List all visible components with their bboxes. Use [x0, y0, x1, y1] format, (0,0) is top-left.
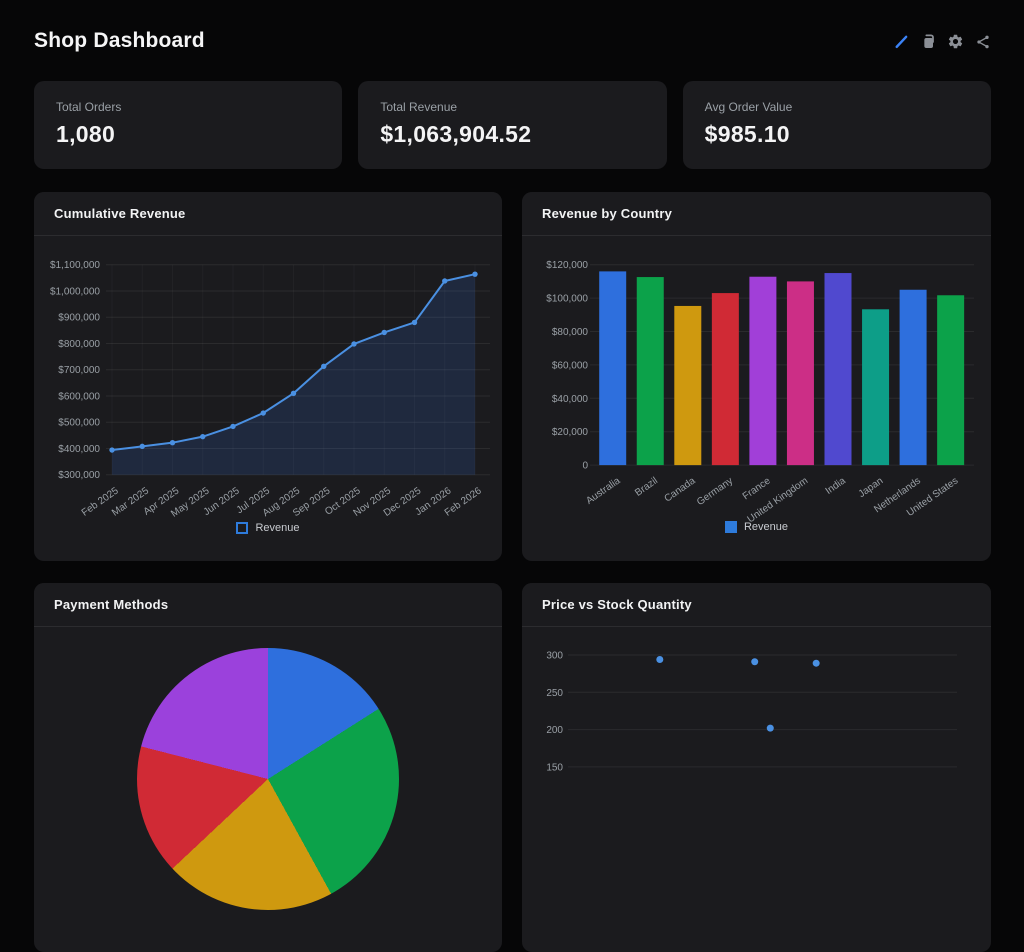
page-title: Shop Dashboard — [34, 29, 205, 52]
svg-text:$1,000,000: $1,000,000 — [50, 286, 100, 297]
legend-swatch-filled — [724, 521, 737, 533]
stat-card-total-revenue: Total Revenue $1,063,904.52 — [358, 81, 667, 169]
svg-text:Germany: Germany — [695, 475, 735, 508]
svg-text:$600,000: $600,000 — [58, 391, 100, 402]
stat-value: 1,080 — [56, 121, 116, 147]
header-actions — [893, 33, 991, 50]
stat-value: $985.10 — [704, 121, 790, 147]
svg-text:$20,000: $20,000 — [552, 427, 589, 438]
svg-text:0: 0 — [582, 461, 588, 472]
line-chart-canvas: $1,100,000 $1,000,000 $900,000 $800,000 $700… — [50, 260, 490, 520]
svg-text:India: India — [824, 475, 848, 497]
revenue-by-country-card: Revenue by Country $120,000 $100,000 $80,0… — [522, 192, 991, 561]
stat-label: Total Orders — [56, 100, 122, 114]
stat-card-avg-order-value: Avg Order Value $985.10 — [682, 81, 991, 169]
bar-chart-legend[interactable]: Revenue — [522, 521, 991, 533]
svg-text:Australia: Australia — [584, 475, 623, 507]
svg-text:$700,000: $700,000 — [58, 365, 100, 376]
chart-title-cumulative-revenue: Cumulative Revenue — [54, 206, 186, 221]
svg-text:250: 250 — [546, 688, 563, 699]
svg-text:Canada: Canada — [663, 475, 698, 504]
duplicate-button[interactable] — [920, 33, 937, 50]
line-chart-legend[interactable]: Revenue — [34, 522, 502, 534]
svg-text:$40,000: $40,000 — [552, 394, 589, 405]
share-button[interactable] — [974, 33, 991, 50]
duplicate-pages-icon — [921, 33, 937, 50]
stats-row: Total Orders 1,080 Total Revenue $1,063,… — [34, 81, 991, 169]
legend-label: Revenue — [255, 522, 300, 534]
share-icon — [975, 34, 991, 50]
svg-text:$800,000: $800,000 — [58, 339, 100, 350]
page-header: Shop Dashboard — [0, 0, 1024, 68]
stat-label: Total Revenue — [380, 100, 458, 114]
edit-button[interactable] — [893, 33, 910, 50]
svg-text:$120,000: $120,000 — [546, 260, 588, 271]
chart-title-payment-methods: Payment Methods — [54, 597, 169, 612]
svg-text:$900,000: $900,000 — [58, 313, 100, 324]
card-header: Price vs Stock Quantity — [522, 583, 991, 627]
stat-card-total-orders: Total Orders 1,080 — [34, 81, 343, 169]
svg-text:$60,000: $60,000 — [552, 360, 589, 371]
svg-text:$300,000: $300,000 — [58, 470, 100, 481]
svg-text:Japan: Japan — [857, 475, 886, 500]
legend-swatch-outline — [236, 522, 249, 534]
svg-text:France: France — [741, 475, 773, 502]
chart-title-revenue-by-country: Revenue by Country — [542, 206, 673, 221]
svg-text:200: 200 — [546, 725, 563, 736]
svg-text:$1,100,000: $1,100,000 — [50, 260, 100, 271]
chart-title-price-vs-stock: Price vs Stock Quantity — [542, 597, 692, 612]
settings-button[interactable] — [947, 33, 964, 50]
card-header: Cumulative Revenue — [34, 192, 502, 236]
bar-chart-canvas: $120,000 $100,000 $80,000 $60,000 $40,000 $20… — [546, 260, 974, 525]
svg-text:Brazil: Brazil — [633, 475, 660, 498]
legend-label: Revenue — [743, 521, 789, 533]
payment-methods-pie — [137, 648, 399, 910]
pencil-icon — [893, 33, 910, 50]
card-header: Payment Methods — [34, 583, 502, 627]
stat-label: Avg Order Value — [704, 100, 793, 114]
svg-text:$500,000: $500,000 — [58, 418, 100, 429]
stat-value: $1,063,904.52 — [380, 121, 532, 147]
svg-text:300: 300 — [546, 651, 563, 662]
svg-text:$80,000: $80,000 — [552, 327, 589, 338]
gear-icon — [947, 33, 964, 50]
card-header: Revenue by Country — [522, 192, 991, 236]
svg-text:$100,000: $100,000 — [546, 294, 588, 305]
svg-text:$400,000: $400,000 — [58, 444, 100, 455]
cumulative-revenue-card: Cumulative Revenue $1,100,000 $1,000,000 $… — [34, 192, 502, 561]
